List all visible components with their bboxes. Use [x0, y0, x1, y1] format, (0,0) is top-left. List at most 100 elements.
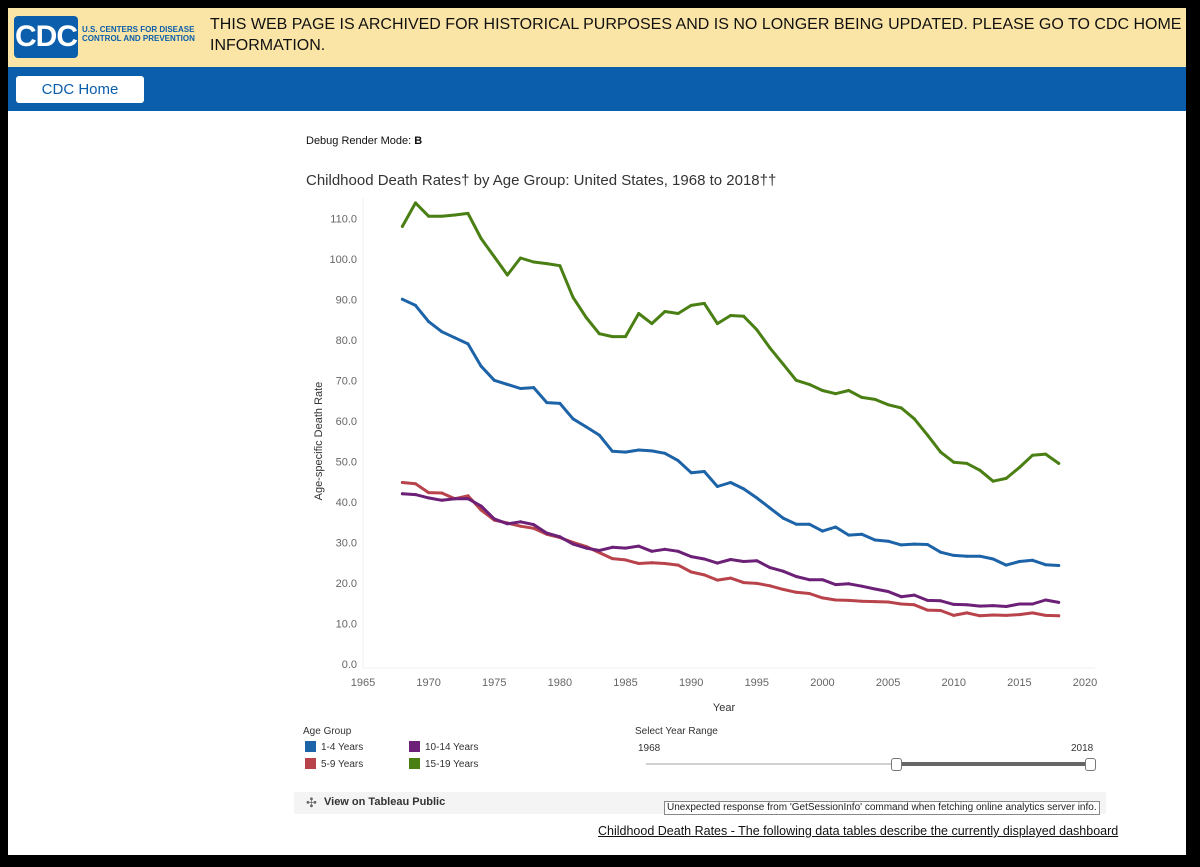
- data-point-10-14-years: [768, 566, 772, 570]
- year-range-end-handle[interactable]: [1085, 758, 1096, 771]
- data-point-15-19-years: [952, 460, 956, 464]
- data-point-15-19-years: [427, 214, 431, 218]
- year-range-start-handle[interactable]: [891, 758, 902, 771]
- data-point-1-4-years: [873, 538, 877, 542]
- legend-item-1-4-years[interactable]: 1-4 Years: [305, 741, 363, 753]
- series-line-10-14-years: [400, 492, 1061, 608]
- data-point-1-4-years: [466, 342, 470, 346]
- data-point-15-19-years: [978, 468, 982, 472]
- data-point-5-9-years: [702, 573, 706, 577]
- data-point-10-14-years: [545, 531, 549, 535]
- data-point-5-9-years: [912, 603, 916, 607]
- data-point-1-4-years: [650, 449, 654, 453]
- data-point-10-14-years: [624, 546, 627, 550]
- legend-label: 5-9 Years: [321, 759, 364, 770]
- y-tick-label: 50.0: [336, 456, 357, 468]
- data-point-1-4-years: [939, 550, 943, 554]
- data-point-10-14-years: [991, 604, 995, 608]
- data-point-1-4-years: [952, 553, 956, 557]
- x-tick-label: 1975: [482, 677, 506, 689]
- data-point-1-4-years: [689, 471, 693, 475]
- legend-item-15-19-years[interactable]: 15-19 Years: [409, 758, 478, 770]
- data-point-5-9-years: [847, 598, 851, 602]
- data-point-5-9-years: [479, 508, 483, 512]
- data-point-15-19-years: [807, 382, 811, 386]
- data-point-10-14-years: [650, 549, 654, 553]
- data-point-15-19-years: [899, 406, 903, 410]
- x-tick-label: 1980: [548, 677, 572, 689]
- data-point-1-4-years: [676, 459, 680, 463]
- data-point-10-14-years: [860, 584, 864, 588]
- view-on-tableau-link[interactable]: View on Tableau Public: [324, 796, 446, 808]
- data-point-1-4-years: [558, 401, 562, 405]
- data-point-10-14-years: [715, 561, 719, 565]
- data-point-10-14-years: [479, 504, 483, 508]
- data-point-15-19-years: [742, 314, 746, 318]
- data-point-10-14-years: [939, 599, 943, 603]
- data-point-15-19-years: [597, 332, 601, 336]
- data-point-5-9-years: [624, 558, 627, 562]
- archive-message-line2: INFORMATION.: [210, 37, 326, 54]
- data-point-1-4-years: [663, 451, 667, 455]
- data-point-15-19-years: [400, 224, 404, 228]
- y-tick-label: 20.0: [336, 578, 357, 590]
- x-tick-label: 1970: [416, 677, 440, 689]
- data-point-1-4-years: [821, 529, 824, 533]
- x-tick-label: 2010: [941, 677, 965, 689]
- data-point-15-19-years: [453, 213, 457, 217]
- series-line-1-4-years: [400, 297, 1061, 567]
- legend-label: 15-19 Years: [425, 759, 479, 770]
- data-point-5-9-years: [1017, 613, 1021, 617]
- data-point-5-9-years: [466, 494, 470, 498]
- y-tick-label: 30.0: [336, 537, 357, 549]
- data-point-10-14-years: [676, 549, 680, 553]
- data-point-10-14-years: [899, 595, 903, 599]
- y-axis-label: Age-specific Death Rate: [313, 382, 325, 501]
- legend-title: Age Group: [303, 726, 352, 737]
- data-point-1-4-years: [729, 481, 733, 484]
- x-tick-label: 1990: [679, 677, 703, 689]
- y-tick-label: 70.0: [336, 375, 357, 387]
- year-range-track[interactable]: [646, 763, 1090, 765]
- data-point-1-4-years: [440, 330, 444, 334]
- data-point-1-4-years: [912, 542, 916, 546]
- data-point-1-4-years: [479, 364, 483, 368]
- cdc-home-button[interactable]: CDC Home: [16, 76, 144, 103]
- data-point-5-9-years: [755, 581, 759, 585]
- data-point-10-14-years: [847, 582, 851, 586]
- data-point-5-9-years: [689, 570, 693, 574]
- debug-value: B: [414, 135, 423, 147]
- archive-message-line1: THIS WEB PAGE IS ARCHIVED FOR HISTORICAL…: [210, 16, 1199, 33]
- data-point-1-4-years: [834, 525, 838, 529]
- data-point-10-14-years: [505, 522, 509, 526]
- data-point-10-14-years: [755, 559, 759, 563]
- data-point-5-9-years: [781, 587, 785, 591]
- legend-item-10-14-years[interactable]: 10-14 Years: [409, 741, 478, 753]
- data-point-5-9-years: [610, 557, 614, 561]
- data-point-15-19-years: [781, 362, 785, 366]
- data-point-1-4-years: [847, 533, 851, 537]
- data-point-10-14-years: [637, 544, 641, 548]
- data-point-10-14-years: [873, 587, 877, 591]
- legend-item-5-9-years[interactable]: 5-9 Years: [305, 758, 363, 770]
- data-tables-link[interactable]: Childhood Death Rates - The following da…: [598, 824, 1119, 838]
- data-point-15-19-years: [847, 389, 851, 392]
- data-point-1-4-years: [755, 496, 759, 500]
- legend-swatch-icon: [409, 741, 420, 752]
- data-point-15-19-years: [1004, 476, 1008, 480]
- data-point-10-14-years: [663, 547, 667, 551]
- data-point-5-9-years: [729, 576, 733, 580]
- series-line-5-9-years: [400, 481, 1061, 618]
- data-point-1-4-years: [597, 433, 601, 437]
- tableau-icon: ✣: [306, 795, 317, 810]
- cdc-logo[interactable]: CDC: [14, 16, 78, 58]
- series-line-15-19-years: [400, 201, 1061, 483]
- data-point-15-19-years: [637, 312, 641, 315]
- data-point-5-9-years: [1044, 613, 1048, 617]
- data-point-10-14-years: [558, 535, 562, 539]
- data-point-15-19-years: [991, 479, 995, 483]
- data-point-15-19-years: [912, 417, 916, 421]
- data-point-5-9-years: [991, 613, 995, 617]
- data-point-5-9-years: [715, 578, 719, 582]
